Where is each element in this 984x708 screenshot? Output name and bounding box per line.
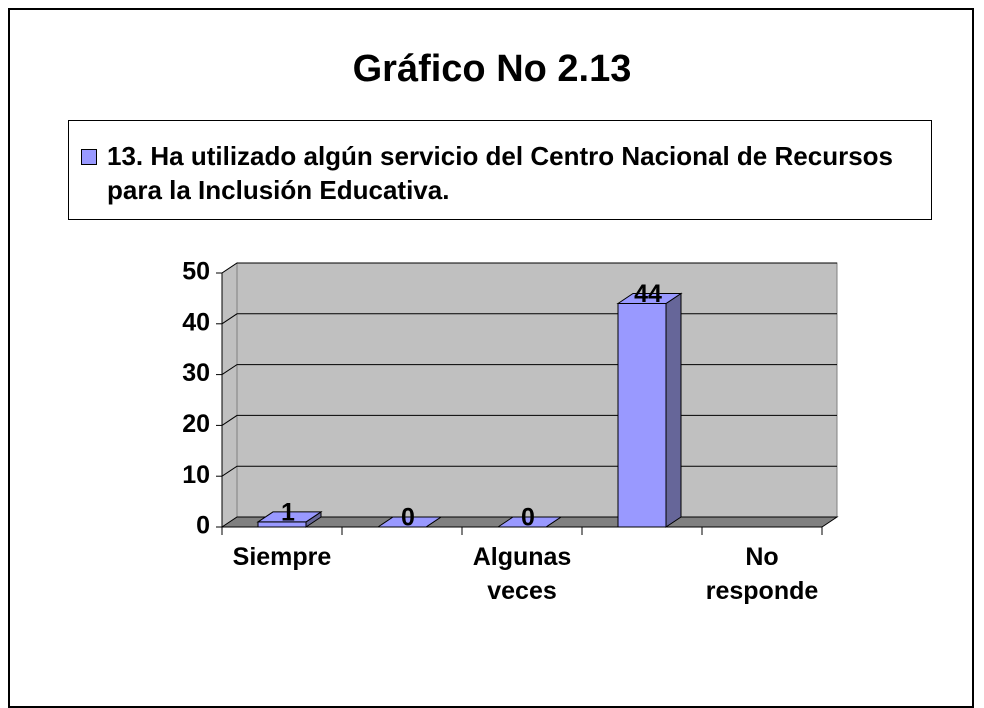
y-tick-label: 0 [196, 512, 210, 540]
bar-top [376, 516, 443, 528]
y-tick-label: 20 [182, 410, 210, 438]
bar-top [616, 292, 683, 304]
value-label: 0 [521, 504, 535, 532]
legend: 13. Ha utilizado algún servicio del Cent… [68, 120, 932, 220]
bar-top [496, 516, 563, 528]
x-tick-label: Algunas veces [472, 543, 572, 605]
value-label: 0 [401, 504, 415, 532]
back-wall [236, 262, 838, 518]
chart-title: Gráfico No 2.13 [352, 48, 632, 90]
bar-side [665, 292, 682, 528]
legend-swatch [81, 149, 97, 165]
x-tick-label: No responde [705, 543, 819, 605]
bar-top [256, 511, 323, 523]
y-tick-label: 10 [182, 461, 210, 489]
x-tick-label: Siempre [232, 543, 332, 571]
value-label: 44 [634, 280, 662, 308]
y-tick-label: 30 [182, 359, 210, 387]
y-tick-label: 40 [182, 308, 210, 336]
y-tick-label: 50 [182, 258, 210, 286]
value-label: 1 [281, 499, 295, 527]
bar-front [617, 302, 667, 528]
legend-label: 13. Ha utilizado algún servicio del Cent… [107, 141, 893, 205]
page: Gráfico No 2.13 13. Ha utilizado algún s… [8, 8, 974, 708]
side-wall [221, 262, 238, 528]
grid-line [221, 262, 837, 274]
